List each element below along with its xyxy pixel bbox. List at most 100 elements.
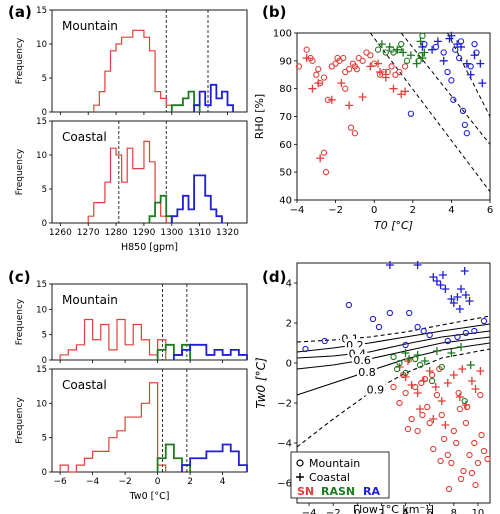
y-tick-label: −2 xyxy=(277,399,292,410)
point-plus xyxy=(412,59,421,68)
point-plus xyxy=(462,59,471,68)
point-circle xyxy=(441,435,448,443)
point-plus xyxy=(467,377,476,385)
point-plus xyxy=(393,45,402,54)
contour-label-bg xyxy=(356,365,377,378)
panel-d-scatter: −4 −2 0 2 4 6 8 10 −6 −4 −2 0 2 4 Tw0 [°C] Γlow [°C km⁻… xyxy=(254,261,491,514)
legend-ra-label: RA xyxy=(363,485,380,498)
x-tick-label: −4 xyxy=(302,508,317,514)
contour-label-bg xyxy=(352,354,373,367)
x-tick-label: 1320 xyxy=(216,228,239,238)
point-circle xyxy=(455,389,462,397)
subplot-title: Coastal xyxy=(62,378,107,392)
point-circle xyxy=(433,391,441,399)
point-circle xyxy=(426,331,433,339)
point-circle xyxy=(461,121,469,128)
point-circle xyxy=(444,337,451,345)
x-tick-label: 2 xyxy=(378,508,384,514)
point-plus xyxy=(345,101,354,110)
point-plus xyxy=(314,79,323,88)
point-plus xyxy=(455,393,464,401)
contour-line xyxy=(296,348,491,448)
point-plus xyxy=(466,70,475,79)
y-axis-label: Frequency xyxy=(15,37,25,84)
contour-line xyxy=(296,336,491,370)
point-circle xyxy=(457,475,465,483)
contour-label: 0.6 xyxy=(353,354,371,367)
x-tick-label: 2 xyxy=(410,205,416,216)
subplot-title: Mountain xyxy=(62,19,118,33)
point-plus xyxy=(447,349,456,357)
point-circle xyxy=(455,54,463,62)
point-circle xyxy=(480,317,488,325)
x-tick-label: 1270 xyxy=(77,228,100,238)
y-tick-label: 60 xyxy=(279,140,292,151)
point-plus xyxy=(461,401,470,409)
point-circle xyxy=(396,68,403,76)
point-circle xyxy=(420,327,427,335)
point-circle xyxy=(347,124,355,131)
point-plus xyxy=(457,285,466,293)
y-tick-label: 40 xyxy=(279,196,292,207)
histogram-ra-step xyxy=(170,174,223,223)
point-circle xyxy=(342,85,349,92)
point-plus xyxy=(432,347,441,355)
x-axis-label: Tw0 [°C] xyxy=(129,491,170,502)
point-circle xyxy=(345,66,353,73)
point-plus xyxy=(419,377,428,385)
x-tick-label: −4 xyxy=(86,477,100,487)
histogram-ra-step xyxy=(193,83,234,112)
legend-rasn-label: RASN xyxy=(321,485,355,498)
point-circle xyxy=(369,315,377,323)
point-circle xyxy=(402,341,409,349)
legend-mountain-label: Mountain xyxy=(309,457,360,470)
point-circle xyxy=(466,451,473,459)
y-tick-label: 15 xyxy=(36,365,47,375)
point-plus xyxy=(375,67,384,76)
y-tick-label: 5 xyxy=(42,74,47,84)
y-tick-label: 5 xyxy=(42,434,47,444)
y-axis-label: Frequency xyxy=(15,148,25,195)
point-circle xyxy=(438,363,445,371)
x-tick-label: 1290 xyxy=(132,228,155,238)
point-plus xyxy=(401,87,410,96)
point-plus xyxy=(457,343,466,351)
point-plus xyxy=(476,59,485,68)
x-tick-label: 2 xyxy=(187,477,193,487)
point-circle xyxy=(460,467,467,475)
point-circle xyxy=(472,481,479,489)
point-plus xyxy=(401,349,410,357)
point-circle xyxy=(406,309,413,317)
point-circle xyxy=(454,333,461,341)
histogram-ra-step xyxy=(181,443,248,472)
point-circle xyxy=(374,46,382,53)
point-circle xyxy=(419,32,426,39)
point-plus xyxy=(437,397,446,405)
point-circle xyxy=(430,445,437,453)
histogram-sn-step xyxy=(87,140,167,223)
point-circle xyxy=(309,57,316,64)
x-tick-label: 10 xyxy=(472,508,485,514)
y-tick-label: 15 xyxy=(36,117,47,127)
axes-frame xyxy=(51,283,248,361)
point-circle xyxy=(468,469,476,477)
x-tick-label: 6 xyxy=(427,508,433,514)
point-plus xyxy=(377,40,386,49)
subplot-title: Coastal xyxy=(62,130,107,144)
point-plus xyxy=(429,273,438,281)
histogram-ra-step xyxy=(172,343,248,360)
point-circle xyxy=(463,130,470,137)
y-axis-label: Frequency xyxy=(15,397,25,444)
point-circle xyxy=(303,46,310,53)
point-circle xyxy=(390,383,397,391)
point-plus xyxy=(443,379,452,387)
point-circle xyxy=(353,66,360,73)
histogram-sn-step xyxy=(93,29,173,112)
point-circle xyxy=(467,63,474,70)
point-plus xyxy=(403,357,412,365)
point-plus xyxy=(366,62,375,71)
point-circle xyxy=(444,68,451,76)
point-circle xyxy=(403,57,411,64)
y-tick-label: 10 xyxy=(36,151,47,161)
